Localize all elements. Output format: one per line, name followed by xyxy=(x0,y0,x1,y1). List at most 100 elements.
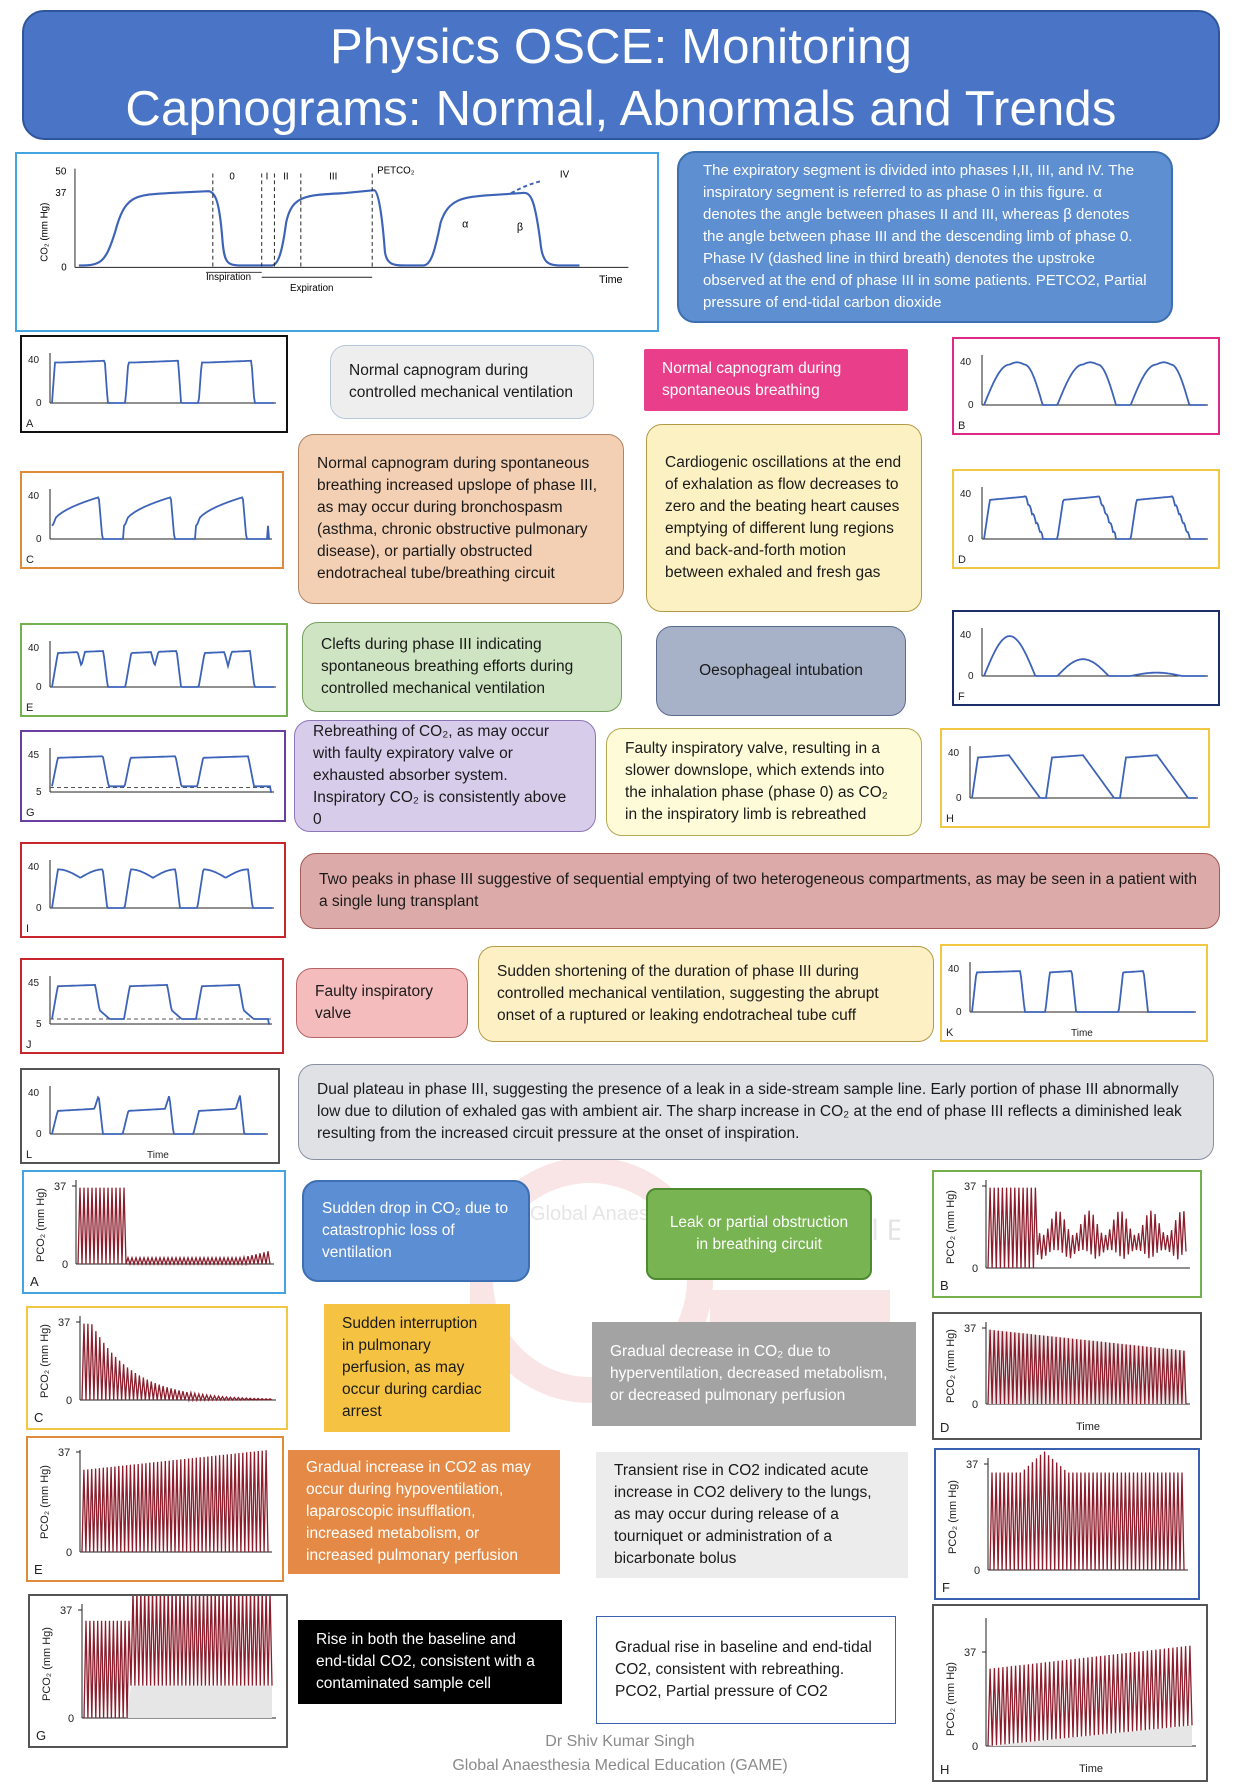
text-g: Rebreathing of CO₂, as may occur with fa… xyxy=(313,723,567,828)
y-tick-0: 0 xyxy=(61,262,67,273)
capnogram-trace xyxy=(51,359,274,404)
y-tick-top: 40 xyxy=(28,491,40,502)
y-tick-top: 40 xyxy=(28,862,40,873)
trend-svg-f: 37 0 PCO₂ (mm Hg) F xyxy=(942,1451,1188,1595)
title-line-2: Capnograms: Normal, Abnormals and Trends xyxy=(125,82,1117,136)
waveform-panel-g: 45 5 G xyxy=(20,730,286,822)
trend-text-box-b: Leak or partial obstruction in breathing… xyxy=(646,1188,872,1280)
trend-text-b: Leak or partial obstruction in breathing… xyxy=(669,1214,849,1253)
y-axis-label: PCO₂ (mm Hg) xyxy=(945,1329,957,1403)
trend-text-a: Sudden drop in CO₂ due to catastrophic l… xyxy=(322,1200,509,1261)
y-tick-37: 37 xyxy=(964,1181,976,1193)
text-a: Normal capnogram during controlled mecha… xyxy=(349,362,574,401)
trend-text-c: Sudden interruption in pulmonary perfusi… xyxy=(342,1315,482,1420)
waveform-svg-f: 40 0F xyxy=(958,628,1208,703)
waveform-panel-d: 40 0 D xyxy=(952,469,1220,569)
panel-letter: F xyxy=(958,691,965,703)
waveform-panel-e: 40 0 E xyxy=(20,623,288,717)
waveform-svg-a: 40 0A xyxy=(26,353,276,430)
x-axis-label: Time xyxy=(599,274,623,286)
capnogram-trace xyxy=(51,868,272,909)
trend-text-g: Rise in both the baseline and end-tidal … xyxy=(316,1631,535,1692)
phase-iv-label: IV xyxy=(560,169,570,180)
trend-trace xyxy=(987,1645,1193,1747)
trend-trace xyxy=(83,1596,273,1719)
trend-trace xyxy=(987,1329,1187,1405)
y-tick-zero: 0 xyxy=(956,1007,962,1018)
y-tick-top: 40 xyxy=(28,643,40,654)
trend-svg-h: 37 0 PCO₂ (mm Hg) H Time xyxy=(940,1618,1196,1777)
capnogram-trace xyxy=(51,650,274,688)
trend-trace xyxy=(81,1450,269,1553)
capnogram-trace xyxy=(51,1095,266,1135)
trend-trace xyxy=(81,1323,273,1403)
trend-text-f: Transient rise in CO2 indicated acute in… xyxy=(614,1462,872,1567)
y-tick-top: 45 xyxy=(28,750,40,761)
organisation: Global Anaesthesia Medical Education (GA… xyxy=(452,1757,788,1774)
trend-text-box-h: Gradual rise in baseline and end-tidal C… xyxy=(596,1616,896,1724)
footer: Dr Shiv Kumar Singh Global Anaesthesia M… xyxy=(380,1730,860,1778)
text-box-k: Sudden shortening of the duration of pha… xyxy=(478,946,934,1042)
text-box-c: Normal capnogram during spontaneous brea… xyxy=(298,434,624,604)
panel-letter: L xyxy=(26,1149,32,1161)
text-d: Cardiogenic oscillations at the end of e… xyxy=(665,454,902,581)
capnogram-trace xyxy=(51,496,270,540)
trend-trace xyxy=(77,1187,271,1267)
waveform-svg-g: 45 5G xyxy=(26,748,274,819)
y-tick-top: 40 xyxy=(960,489,972,500)
panel-letter: A xyxy=(26,418,34,430)
waveform-panel-k: 40 0 K Time xyxy=(940,944,1208,1042)
text-box-h: Faulty inspiratory valve, resulting in a… xyxy=(606,728,922,836)
baseline-shade xyxy=(988,1725,1192,1746)
y-tick-top: 40 xyxy=(960,630,972,641)
text-box-d: Cardiogenic oscillations at the end of e… xyxy=(646,424,922,612)
text-box-g: Rebreathing of CO₂, as may occur with fa… xyxy=(294,720,596,832)
trend-text-box-d: Gradual decrease in CO₂ due to hypervent… xyxy=(592,1322,916,1426)
trend-svg-a: 37 0 PCO₂ (mm Hg) A xyxy=(30,1180,274,1289)
y-axis-label: CO₂ (mm Hg) xyxy=(40,203,51,262)
description-box: The expiratory segment is divided into p… xyxy=(677,151,1173,323)
y-tick-0: 0 xyxy=(972,1263,978,1275)
panel-letter: E xyxy=(34,1562,43,1577)
trend-svg-e: 37 0 PCO₂ (mm Hg) E xyxy=(34,1447,272,1577)
x-axis-label: Time xyxy=(1071,1028,1093,1039)
baseline-shade xyxy=(84,1685,272,1718)
panel-letter: K xyxy=(946,1027,954,1039)
phase-iv-dashed-trace xyxy=(510,180,541,194)
waveform-svg-e: 40 0E xyxy=(26,641,276,714)
beta-label: β xyxy=(517,221,523,233)
trend-text-box-a: Sudden drop in CO₂ due to catastrophic l… xyxy=(302,1180,530,1282)
waveform-svg-b: 40 0B xyxy=(958,355,1208,432)
waveform-panel-l: 40 0 L Time xyxy=(20,1068,280,1164)
y-tick-zero: 0 xyxy=(36,682,42,693)
y-tick-zero: 0 xyxy=(956,793,962,804)
capnogram-trace xyxy=(983,495,1206,540)
author: Dr Shiv Kumar Singh xyxy=(545,1733,695,1750)
trend-panel-a: 37 0 PCO₂ (mm Hg) A xyxy=(22,1170,286,1294)
y-axis-label: PCO₂ (mm Hg) xyxy=(35,1188,47,1262)
trend-panel-e: 37 0 PCO₂ (mm Hg) E xyxy=(26,1436,284,1582)
trend-text-h: Gradual rise in baseline and end-tidal C… xyxy=(615,1639,872,1700)
y-tick-zero: 5 xyxy=(36,1019,42,1030)
y-tick-zero: 0 xyxy=(36,903,42,914)
y-tick-zero: 0 xyxy=(968,400,974,411)
panel-letter: H xyxy=(946,813,954,825)
y-tick-zero: 0 xyxy=(36,534,42,545)
normal-capnogram-svg: 50 37 0 CO₂ (mm Hg) Time 0 I II III IV P… xyxy=(40,166,629,294)
x-axis-label: Time xyxy=(147,1150,169,1161)
text-l: Dual plateau in phase III, suggesting th… xyxy=(317,1081,1182,1142)
y-tick-37: 37 xyxy=(966,1459,978,1471)
text-i: Two peaks in phase III suggestive of seq… xyxy=(319,871,1197,910)
waveform-panel-f: 40 0 F xyxy=(952,610,1220,706)
waveform-svg-d: 40 0D xyxy=(958,487,1208,566)
trend-text-e: Gradual increase in CO2 as may occur dur… xyxy=(306,1459,531,1564)
panel-letter: H xyxy=(940,1762,949,1777)
panel-letter: F xyxy=(942,1580,950,1595)
trend-svg-b: 37 0 PCO₂ (mm Hg) B xyxy=(940,1180,1190,1293)
y-tick-zero: 0 xyxy=(36,398,42,409)
capnogram-trace xyxy=(983,635,1206,677)
y-axis-label: PCO₂ (mm Hg) xyxy=(41,1627,53,1701)
panel-letter: J xyxy=(26,1039,32,1051)
waveform-panel-h: 40 0 H xyxy=(940,728,1210,828)
y-tick-37: 37 xyxy=(58,1447,70,1459)
